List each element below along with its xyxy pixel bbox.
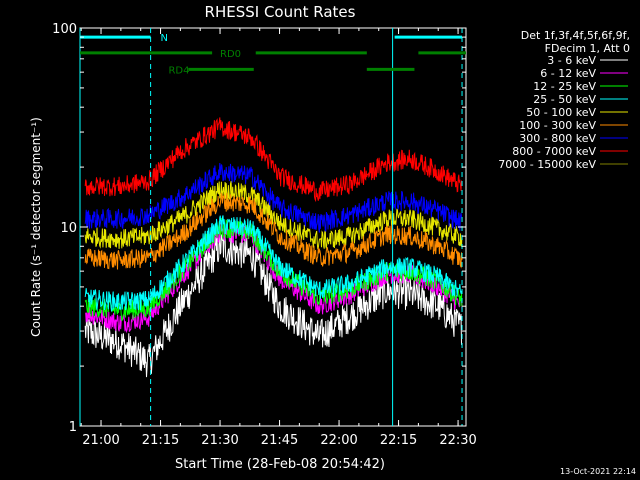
y-axis-label: Count Rate (s⁻¹ detector segment⁻¹) xyxy=(29,117,43,337)
overlay-label-n: N xyxy=(161,33,168,44)
y-tick-label: 1 xyxy=(69,420,77,435)
series-line-100-300-kev xyxy=(84,192,463,270)
legend-entry-label: 3 - 6 keV xyxy=(547,54,596,67)
generated-timestamp: 13-Oct-2021 22:14 xyxy=(560,467,636,476)
series-line-50-100-kev xyxy=(84,181,463,250)
axes: 21:00 21:15 21:30 21:45 22:00 22:15 22:30 1 10 10… xyxy=(52,22,477,448)
x-tick-label: 21:00 xyxy=(82,433,119,448)
legend-entry-label: 6 - 12 keV xyxy=(540,67,596,80)
x-tick-label: 22:30 xyxy=(439,433,476,448)
series-line-3-6-kev xyxy=(84,233,463,378)
x-tick-label: 22:15 xyxy=(380,433,417,448)
series-line-800-7000-kev xyxy=(84,117,462,203)
legend-entry-label: 7000 - 15000 keV xyxy=(498,158,596,171)
legend-entry-label: 50 - 100 keV xyxy=(526,106,596,119)
legend-entry-label: 25 - 50 keV xyxy=(533,93,596,106)
legend-header-line: FDecim 1, Att 0 xyxy=(545,42,630,55)
legend: Det 1f,3f,4f,5f,6f,9f,FDecim 1, Att 03 -… xyxy=(498,29,630,171)
x-tick-label: 21:15 xyxy=(142,433,179,448)
chart-title: RHESSI Count Rates xyxy=(205,3,356,21)
x-tick-label: 22:00 xyxy=(320,433,357,448)
legend-entry-label: 300 - 800 keV xyxy=(519,132,596,145)
x-tick-label: 21:30 xyxy=(201,433,238,448)
legend-entry-label: 100 - 300 keV xyxy=(519,119,596,132)
plot-content: N RD0 RD4 xyxy=(79,28,466,426)
series-line-300-800-kev xyxy=(84,162,463,233)
plot-frame xyxy=(79,27,467,427)
y-tick-label: 100 xyxy=(52,22,77,37)
legend-entry-label: 12 - 25 keV xyxy=(533,80,596,93)
overlay-label-rd0: RD0 xyxy=(220,49,241,60)
legend-entry-label: 800 - 7000 keV xyxy=(512,145,596,158)
legend-header-line: Det 1f,3f,4f,5f,6f,9f, xyxy=(521,29,630,42)
x-axis-label: Start Time (28-Feb-08 20:54:42) xyxy=(175,457,385,472)
overlay-label-rd4: RD4 xyxy=(168,65,189,76)
series-line-25-50-kev xyxy=(84,215,463,313)
y-tick-label: 10 xyxy=(60,221,77,236)
x-tick-label: 21:45 xyxy=(261,433,298,448)
